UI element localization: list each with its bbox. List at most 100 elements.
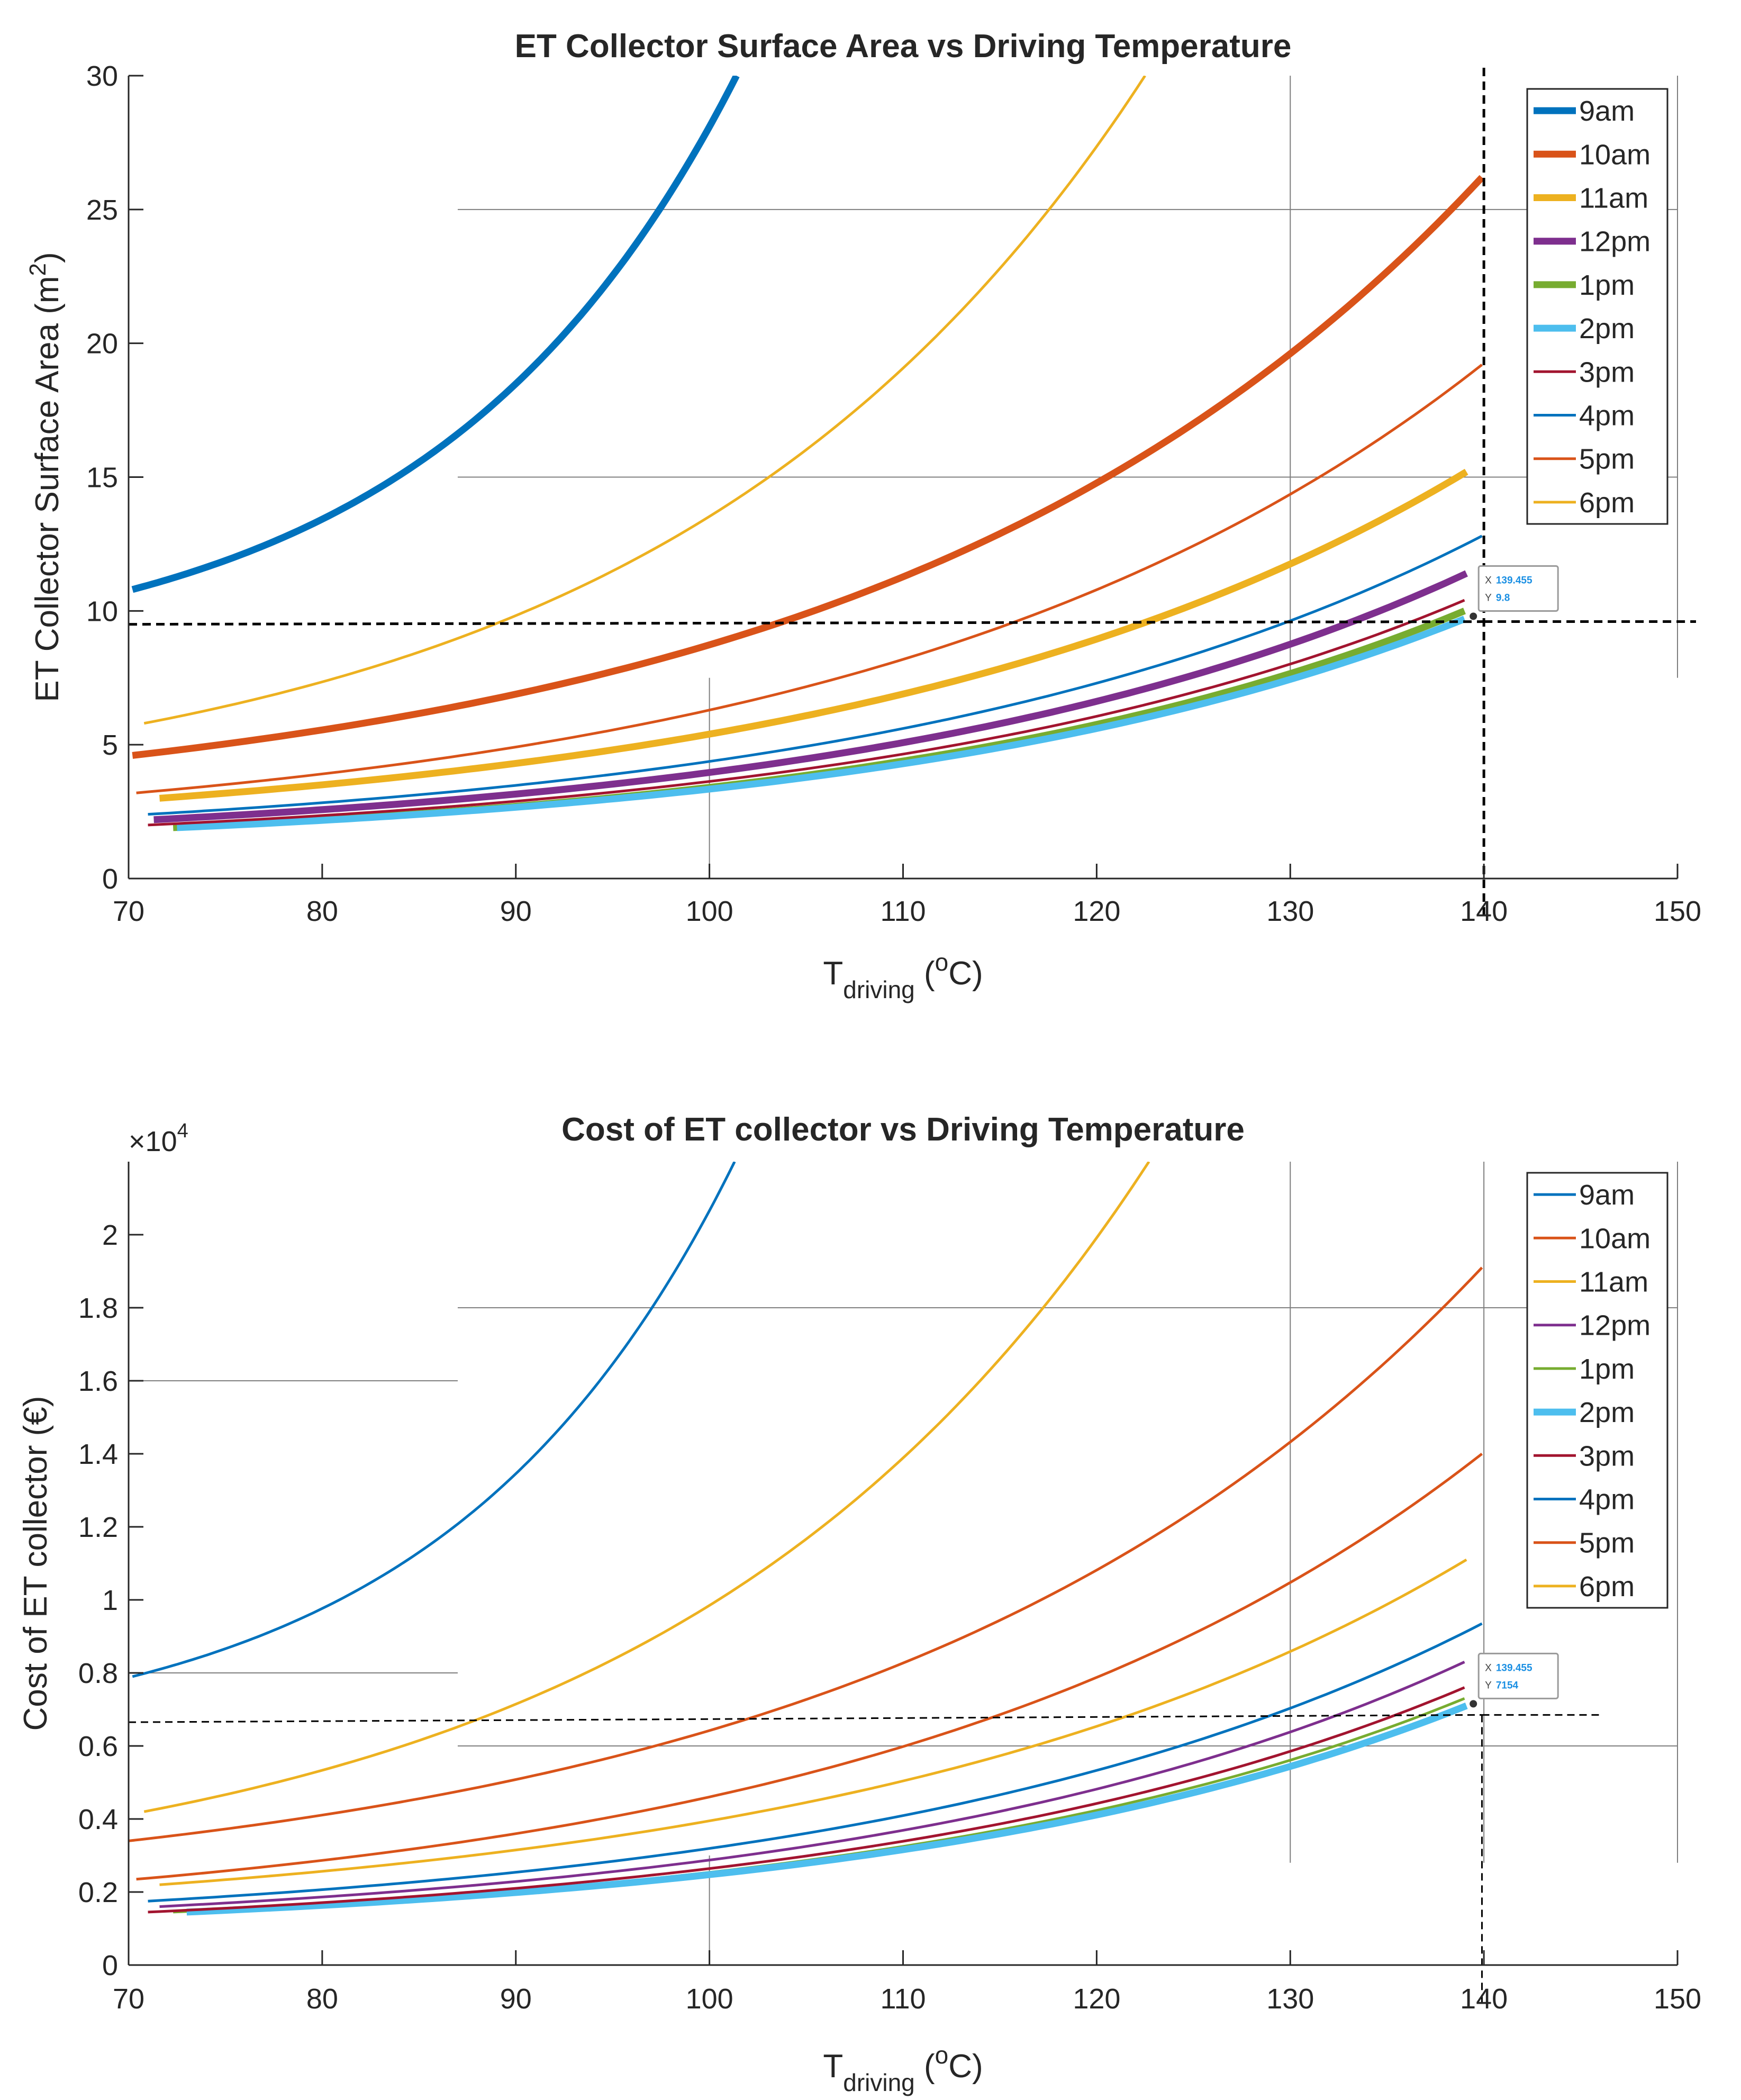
series-line-3pm	[148, 599, 1465, 827]
x-tick-label: 120	[1073, 895, 1120, 927]
x-label-unit-close: C)	[948, 2048, 983, 2085]
x-axis-label: Tdriving (oC)	[823, 948, 983, 1003]
legend-label: 9am	[1579, 95, 1635, 127]
legend-label: 5pm	[1579, 443, 1635, 475]
legend-label: 11am	[1579, 183, 1648, 214]
series-line-1pm	[173, 1697, 1465, 1914]
legend-label: 10am	[1579, 1223, 1651, 1254]
y-axis-label: ET Collector Surface Area (m2)	[25, 252, 66, 702]
y-exponent-label: ×104	[129, 1120, 188, 1157]
x-tick-label: 80	[306, 895, 338, 927]
legend-label: 12pm	[1579, 1310, 1651, 1342]
chart-title: ET Collector Surface Area vs Driving Tem…	[515, 28, 1292, 65]
x-tick-label: 100	[686, 895, 733, 927]
datatip: X 139.455 Y 7154	[1477, 1652, 1559, 1699]
x-label-unit-close: C)	[948, 955, 983, 992]
x-tick-label: 130	[1266, 895, 1314, 927]
series-line-10am	[129, 1266, 1483, 1842]
series-line-3pm	[148, 1686, 1465, 1914]
legend-label: 1pm	[1579, 1353, 1635, 1385]
guide-h-left	[128, 620, 1484, 626]
datatip-x-value: 139.455	[1496, 1662, 1533, 1673]
y-tick-label: 0.2	[78, 1877, 118, 1908]
series-line-6pm	[159, 1558, 1467, 1886]
y-tick-label: 1.2	[78, 1511, 118, 1543]
series-group	[129, 1162, 1483, 1916]
y-tick-label: 0.8	[78, 1658, 118, 1689]
x-label-unit-degree: o	[935, 2041, 949, 2069]
datatip-marker	[1470, 1700, 1477, 1708]
x-label-subscript: driving	[843, 976, 915, 1003]
legend-label: 5pm	[1579, 1527, 1635, 1559]
x-tick-label: 120	[1073, 1983, 1120, 2015]
legend-label: 10am	[1579, 139, 1651, 170]
datatip-y-value: 9.8	[1496, 592, 1510, 603]
series-group	[131, 76, 1485, 831]
x-label-subscript: driving	[843, 2069, 915, 2096]
y-tick-label: 0.6	[78, 1731, 118, 1762]
y-label-main: Cost of ET collector (€)	[17, 1396, 54, 1731]
datatip-x-row: X 139.455	[1485, 1662, 1533, 1673]
datatip-x-row: X 139.455	[1485, 575, 1533, 586]
x-tick-label: 70	[113, 895, 144, 927]
datatip: X 139.455 Y 9.8	[1477, 565, 1559, 612]
legend-label: 6pm	[1579, 487, 1635, 519]
datatip-x-label: X	[1485, 575, 1492, 586]
x-label-unit-open: (	[915, 2048, 935, 2085]
legend-label: 3pm	[1579, 356, 1635, 388]
y-label-main: ET Collector Surface Area (m	[29, 276, 66, 702]
y-tick-label: 30	[86, 60, 118, 92]
series-line-6pm	[143, 76, 1146, 725]
y-tick-label: 2	[102, 1219, 118, 1251]
y-label-superscript: 2	[25, 263, 51, 276]
legend-label: 4pm	[1579, 1484, 1635, 1516]
legend-label: 12pm	[1579, 226, 1651, 258]
x-tick-label: 140	[1460, 1983, 1508, 2015]
datatip-marker	[1470, 612, 1477, 620]
series-line-2pm	[186, 1703, 1468, 1916]
guide-h-left	[128, 1714, 1482, 1723]
x-label-unit-degree: o	[935, 948, 949, 976]
x-tick-label: 150	[1654, 1983, 1701, 2015]
legend-label: 2pm	[1579, 1397, 1635, 1428]
datatip-y-value: 7154	[1496, 1680, 1519, 1691]
series-line-12pm	[159, 1661, 1465, 1908]
x-tick-label: 110	[880, 1983, 926, 2015]
datatip-y-label: Y	[1485, 1680, 1492, 1691]
y-axis-label: Cost of ET collector (€)	[17, 1396, 54, 1731]
legend-box	[1526, 88, 1669, 525]
y-exponent-base: ×10	[129, 1126, 177, 1157]
chart-2: X 139.455 Y 7154 70 80 90 100 110 120 130 140 150 0 0.…	[17, 1111, 1701, 2096]
y-tick-label: 15	[86, 462, 118, 494]
x-tick-label: 100	[686, 1983, 733, 2015]
x-tick-label: 90	[500, 895, 532, 927]
series-line-5pm	[136, 1453, 1483, 1881]
series-line-11am	[159, 468, 1468, 802]
y-tick-label: 0	[102, 1950, 118, 1981]
x-axis-label: Tdriving (oC)	[823, 2041, 983, 2096]
legend: 9am 10am 11am 12pm 1pm 2pm 3pm 4pm 5pm 6pm	[1526, 1172, 1669, 1609]
x-label-unit-open: (	[915, 955, 935, 992]
x-tick-label: 90	[500, 1983, 532, 2015]
series-line-12pm	[153, 570, 1468, 823]
datatip-y-row: Y 7154	[1485, 1680, 1518, 1691]
legend-label: 2pm	[1579, 313, 1635, 345]
legend-label: 11am	[1579, 1266, 1648, 1298]
y-tick-label: 1.4	[78, 1438, 118, 1470]
series-line-4pm	[148, 1622, 1483, 1903]
y-tick-label: 20	[86, 328, 118, 360]
datatip-x-value: 139.455	[1496, 575, 1533, 586]
legend: 9am 10am 11am 12pm 1pm 2pm 3pm 4pm 5pm 6pm	[1526, 88, 1669, 525]
legend-label: 1pm	[1579, 269, 1635, 301]
y-label-close: )	[29, 252, 66, 263]
x-tick-label: 80	[306, 1983, 338, 2015]
datatip-box	[1477, 565, 1559, 612]
y-tick-label: 1.6	[78, 1365, 118, 1397]
legend-label: 3pm	[1579, 1440, 1635, 1472]
datatip-y-label: Y	[1485, 592, 1492, 603]
series-line-10am	[132, 175, 1485, 759]
legend-label: 4pm	[1579, 400, 1635, 432]
chart-title: Cost of ET collector vs Driving Temperat…	[561, 1111, 1245, 1148]
series-line-2pm	[177, 615, 1466, 831]
series-line-11am	[143, 1162, 1150, 1813]
